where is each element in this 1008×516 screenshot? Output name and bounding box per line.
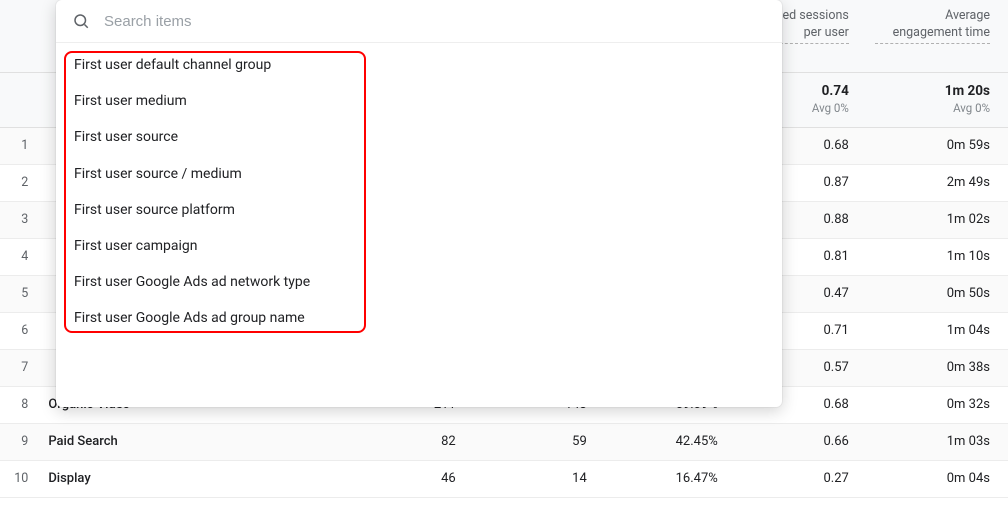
row-index: 10 xyxy=(0,460,40,497)
dropdown-item[interactable]: First user Google Ads ad group name xyxy=(56,300,782,336)
dropdown-item[interactable]: First user medium xyxy=(56,83,782,119)
row-col-c: 16.47% xyxy=(605,460,736,497)
row-col-a: 82 xyxy=(343,423,474,460)
col-header-index xyxy=(0,0,40,72)
dropdown-item[interactable]: First user source xyxy=(56,119,782,155)
search-row xyxy=(56,0,782,43)
row-engagement-time: 1m 04s xyxy=(867,312,1008,349)
row-engagement-time: 1m 10s xyxy=(867,238,1008,275)
row-col-b: 59 xyxy=(474,423,605,460)
dropdown-item[interactable]: First user source platform xyxy=(56,192,782,228)
summary-engagement-time: 1m 20s Avg 0% xyxy=(867,72,1008,127)
dropdown-list: First user default channel groupFirst us… xyxy=(56,43,782,407)
dropdown-item[interactable]: First user default channel group xyxy=(56,47,782,83)
row-col-b: 14 xyxy=(474,460,605,497)
dropdown-item[interactable]: First user source / medium xyxy=(56,156,782,192)
search-icon xyxy=(72,12,90,30)
row-engagement-time: 0m 59s xyxy=(867,127,1008,164)
row-engaged: 0.66 xyxy=(736,423,867,460)
row-engaged: 0.27 xyxy=(736,460,867,497)
table-row[interactable]: 10Display461416.47%0.270m 04s xyxy=(0,460,1008,497)
search-input[interactable] xyxy=(104,13,766,30)
row-index: 9 xyxy=(0,423,40,460)
col-header-engagement-time[interactable]: Average engagement time xyxy=(867,0,1008,72)
row-index: 1 xyxy=(0,127,40,164)
row-index: 6 xyxy=(0,312,40,349)
dimension-picker-dropdown: First user default channel groupFirst us… xyxy=(56,0,782,407)
row-col-a: 46 xyxy=(343,460,474,497)
table-row[interactable]: 9Paid Search825942.45%0.661m 03s xyxy=(0,423,1008,460)
row-engagement-time: 0m 04s xyxy=(867,460,1008,497)
row-engagement-time: 0m 50s xyxy=(867,275,1008,312)
row-index: 2 xyxy=(0,164,40,201)
row-engagement-time: 0m 38s xyxy=(867,349,1008,386)
row-engagement-time: 2m 49s xyxy=(867,164,1008,201)
row-col-c: 42.45% xyxy=(605,423,736,460)
row-engagement-time: 1m 02s xyxy=(867,201,1008,238)
row-channel[interactable]: Display xyxy=(40,460,342,497)
row-index: 3 xyxy=(0,201,40,238)
row-index: 8 xyxy=(0,386,40,423)
row-engagement-time: 0m 32s xyxy=(867,386,1008,423)
row-engagement-time: 1m 03s xyxy=(867,423,1008,460)
row-index: 4 xyxy=(0,238,40,275)
dropdown-item[interactable]: First user campaign xyxy=(56,228,782,264)
row-index: 7 xyxy=(0,349,40,386)
row-index: 5 xyxy=(0,275,40,312)
row-channel[interactable]: Paid Search xyxy=(40,423,342,460)
dropdown-item[interactable]: First user Google Ads ad network type xyxy=(56,264,782,300)
